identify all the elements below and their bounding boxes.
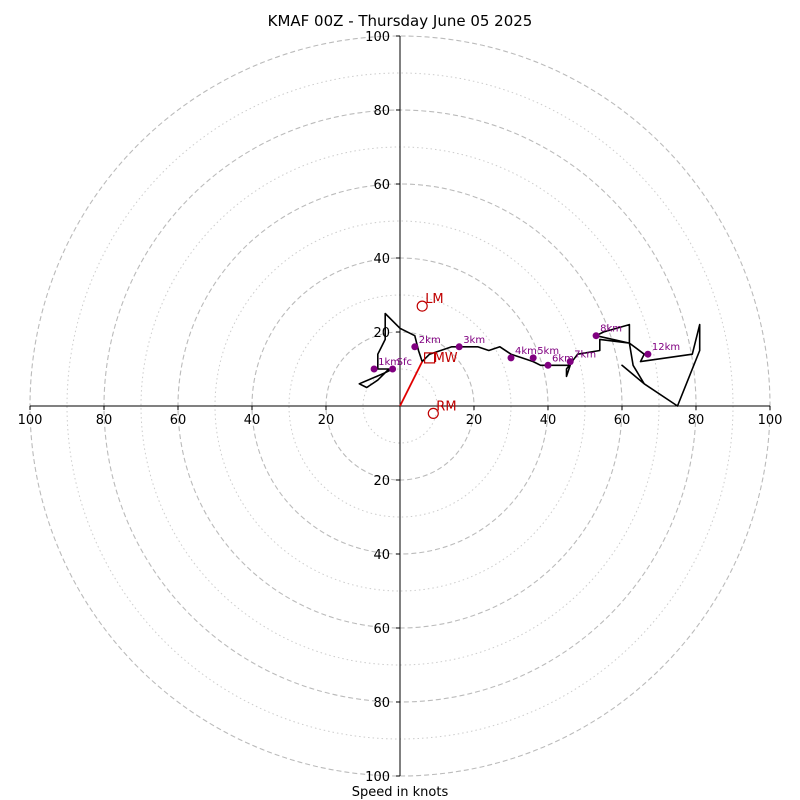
height-marker-label-12km: 12km xyxy=(652,342,680,353)
y-tick-label: 40 xyxy=(373,548,390,563)
height-marker-label-sfc: Sfc xyxy=(397,357,412,368)
height-marker-12km xyxy=(644,350,652,358)
height-marker-label-6km: 6km xyxy=(552,353,574,364)
y-tick-label: 60 xyxy=(373,178,390,193)
y-tick-label: 20 xyxy=(373,326,390,341)
height-marker-label-8km: 8km xyxy=(600,324,622,335)
storm-motion-markers: LM MW RM xyxy=(416,292,458,419)
x-tick-label: 100 xyxy=(758,413,783,428)
x-tick-label: 60 xyxy=(170,413,187,428)
height-marker-3km xyxy=(455,343,463,351)
x-tick-label: 40 xyxy=(540,413,557,428)
x-tick-label: 80 xyxy=(688,413,705,428)
y-tick-label: 20 xyxy=(373,474,390,489)
y-tick-label: 40 xyxy=(373,252,390,267)
y-tick-label: 80 xyxy=(373,104,390,119)
shear-vector xyxy=(399,361,424,407)
hodograph-trace xyxy=(358,312,701,407)
height-marker-2km xyxy=(411,343,419,351)
x-tick-label: 100 xyxy=(18,413,43,428)
x-axis-label: Speed in knots xyxy=(352,785,449,800)
height-marker-7km xyxy=(566,358,574,366)
height-marker-label-2km: 2km xyxy=(419,335,441,346)
height-marker-4km xyxy=(507,354,515,362)
left-mover-label: LM xyxy=(425,292,443,307)
y-tick-label: 100 xyxy=(365,770,390,785)
shear-vector-line xyxy=(399,361,424,407)
mean-wind-marker xyxy=(424,352,436,364)
height-marker-label-3km: 3km xyxy=(463,335,485,346)
mean-wind-label: MW xyxy=(434,351,458,366)
x-tick-label: 20 xyxy=(318,413,335,428)
height-marker-sfc xyxy=(389,365,397,373)
y-tick-label: 60 xyxy=(373,622,390,637)
height-marker-5km xyxy=(529,354,537,362)
height-marker-label-4km: 4km xyxy=(515,346,537,357)
chart-title: KMAF 00Z - Thursday June 05 2025 xyxy=(268,12,533,30)
height-marker-label-7km: 7km xyxy=(574,350,596,361)
x-tick-label: 80 xyxy=(96,413,113,428)
left-mover-marker xyxy=(416,300,428,312)
height-marker-8km xyxy=(592,332,600,340)
height-marker-label-1km: 1km xyxy=(378,357,400,368)
x-tick-label: 20 xyxy=(466,413,483,428)
right-mover-label: RM xyxy=(436,399,456,414)
axis-ticks: 100 100 80 80 60 60 40 40 20 20 20 20 40 40 60 60 80 80 10… xyxy=(18,30,783,785)
y-tick-label: 80 xyxy=(373,696,390,711)
height-marker-6km xyxy=(544,361,552,369)
x-tick-label: 60 xyxy=(614,413,631,428)
height-marker-label-5km: 5km xyxy=(537,346,559,357)
y-tick-label: 100 xyxy=(365,30,390,45)
hodograph-line xyxy=(358,312,701,407)
right-mover-marker xyxy=(427,407,439,419)
height-marker-1km xyxy=(370,365,378,373)
x-tick-label: 40 xyxy=(244,413,261,428)
